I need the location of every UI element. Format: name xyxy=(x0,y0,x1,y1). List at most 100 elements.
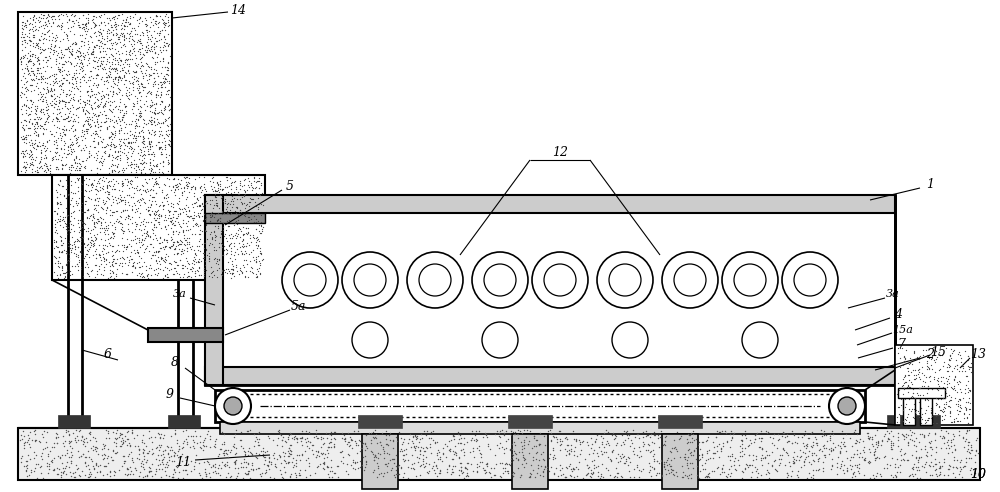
Point xyxy=(55,209,71,216)
Point xyxy=(69,138,85,146)
Point xyxy=(310,447,326,455)
Point xyxy=(365,468,381,476)
Bar xyxy=(205,195,895,385)
Point xyxy=(146,150,162,158)
Point xyxy=(144,33,160,41)
Point xyxy=(930,380,946,388)
Point xyxy=(61,439,77,447)
Point xyxy=(55,161,71,169)
Point xyxy=(148,91,164,99)
Point xyxy=(53,46,69,54)
Point xyxy=(61,16,77,24)
Point xyxy=(113,126,129,134)
Point xyxy=(33,114,49,122)
Point xyxy=(471,427,487,435)
Point xyxy=(40,10,56,18)
Point xyxy=(132,56,148,63)
Point xyxy=(105,52,121,60)
Point xyxy=(54,19,70,27)
Point xyxy=(109,448,125,456)
Point xyxy=(148,93,164,101)
Point xyxy=(88,81,104,89)
Point xyxy=(119,465,135,473)
Point xyxy=(955,434,971,442)
Point xyxy=(453,439,469,447)
Point xyxy=(79,269,95,277)
Point xyxy=(64,73,80,81)
Point xyxy=(652,433,668,441)
Point xyxy=(230,212,246,219)
Point xyxy=(138,96,154,104)
Point xyxy=(48,136,64,144)
Point xyxy=(116,36,132,44)
Point xyxy=(396,457,412,465)
Point xyxy=(100,71,116,79)
Point xyxy=(135,72,151,80)
Point xyxy=(482,445,498,453)
Point xyxy=(132,185,148,193)
Point xyxy=(942,352,958,360)
Point xyxy=(202,196,218,204)
Point xyxy=(127,201,143,209)
Point xyxy=(134,262,150,270)
Point xyxy=(252,249,268,257)
Point xyxy=(243,181,259,189)
Point xyxy=(804,443,820,451)
Point xyxy=(281,444,297,452)
Point xyxy=(70,113,86,121)
Point xyxy=(906,371,922,379)
Point xyxy=(105,130,121,138)
Point xyxy=(148,210,164,218)
Point xyxy=(336,435,352,443)
Point xyxy=(105,428,121,435)
Point xyxy=(22,52,38,60)
Point xyxy=(464,427,480,435)
Point xyxy=(73,162,89,170)
Point xyxy=(18,122,34,129)
Point xyxy=(456,440,472,448)
Point xyxy=(157,42,173,50)
Point xyxy=(833,462,849,470)
Point xyxy=(80,91,96,99)
Point xyxy=(684,433,700,441)
Point xyxy=(178,226,194,234)
Point xyxy=(54,153,70,160)
Point xyxy=(906,400,922,408)
Point xyxy=(522,428,538,435)
Point xyxy=(228,203,244,211)
Point xyxy=(954,367,970,374)
Point xyxy=(144,174,160,182)
Point xyxy=(211,256,227,264)
Point xyxy=(147,49,163,57)
Point xyxy=(293,437,309,445)
Point xyxy=(120,67,136,75)
Point xyxy=(27,437,43,445)
Point xyxy=(249,244,265,251)
Point xyxy=(74,218,90,226)
Point xyxy=(77,263,93,271)
Point xyxy=(72,166,88,174)
Point xyxy=(67,131,83,139)
Point xyxy=(352,463,368,471)
Point xyxy=(16,33,32,41)
Point xyxy=(140,218,156,226)
Point xyxy=(129,431,145,439)
Point xyxy=(89,164,105,172)
Point xyxy=(240,273,256,281)
Point xyxy=(159,87,175,95)
Point xyxy=(109,427,125,434)
Point xyxy=(876,432,892,440)
Point xyxy=(124,183,140,191)
Point xyxy=(288,462,304,470)
Point xyxy=(111,126,127,134)
Point xyxy=(66,12,82,20)
Point xyxy=(624,439,640,447)
Point xyxy=(231,240,247,247)
Point xyxy=(64,47,80,55)
Point xyxy=(120,261,136,269)
Point xyxy=(438,453,454,461)
Point xyxy=(720,470,736,478)
Point xyxy=(143,218,159,226)
Point xyxy=(230,188,246,196)
Point xyxy=(815,464,831,472)
